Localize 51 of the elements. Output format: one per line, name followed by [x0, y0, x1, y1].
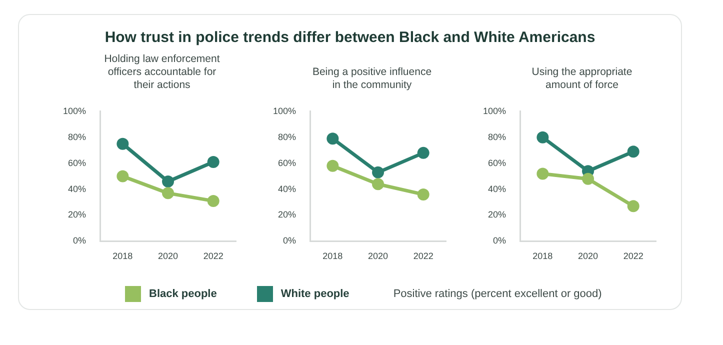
y-tick-label: 100%: [272, 106, 296, 116]
y-tick-label: 20%: [488, 210, 506, 220]
point: [417, 146, 430, 159]
legend-label: White people: [280, 288, 350, 300]
y-tick-label: 60%: [68, 158, 86, 168]
y-tick-label: 20%: [68, 210, 86, 220]
y-tick-label: 0%: [283, 236, 296, 246]
y-tick-label: 60%: [488, 158, 506, 168]
point: [582, 172, 594, 185]
y-tick-label: 80%: [278, 132, 296, 142]
x-tick-label: 2022: [203, 251, 224, 262]
point: [162, 175, 174, 188]
point: [627, 146, 640, 158]
y-tick-label: 40%: [68, 184, 86, 194]
x-tick-label: 2020: [158, 251, 178, 262]
x-tick-label: 2020: [578, 251, 598, 262]
y-tick-label: 20%: [278, 210, 296, 220]
point: [536, 131, 549, 144]
point: [326, 160, 339, 172]
point: [372, 178, 384, 190]
x-tick-label: 2018: [322, 251, 343, 262]
y-tick-label: 40%: [278, 184, 296, 194]
point: [627, 200, 640, 212]
text: Positive ratings (percent excellent or good): [393, 288, 602, 300]
text: How trust in police trends differ between Black and White Americans: [104, 28, 596, 46]
point: [162, 187, 174, 200]
y-tick-label: 60%: [278, 158, 296, 168]
point: [372, 166, 384, 178]
point: [116, 138, 129, 150]
point: [207, 194, 220, 207]
chart-subtitle: Being a positive influence in the community: [311, 66, 433, 92]
legend-label: Black people: [149, 288, 217, 300]
x-tick-label: 2022: [623, 251, 644, 262]
x-tick-label: 2022: [413, 251, 434, 262]
point: [326, 132, 339, 145]
y-tick-label: 80%: [488, 132, 506, 142]
chart-subtitle: Using the appropriate amount of force: [530, 66, 634, 92]
y-tick-label: 80%: [68, 132, 86, 142]
point: [417, 188, 430, 200]
y-tick-label: 40%: [488, 184, 506, 194]
point: [207, 156, 220, 168]
point: [536, 168, 549, 180]
y-tick-label: 0%: [493, 236, 506, 246]
y-tick-label: 100%: [482, 106, 506, 116]
point: [116, 170, 129, 182]
x-tick-label: 2020: [368, 251, 388, 262]
y-tick-label: 100%: [62, 106, 86, 116]
x-tick-label: 2018: [532, 251, 553, 262]
x-tick-label: 2018: [112, 251, 133, 262]
y-tick-label: 0%: [73, 236, 86, 246]
chart-subtitle: Holding law enforcement officers accountable for their actions: [103, 53, 221, 92]
